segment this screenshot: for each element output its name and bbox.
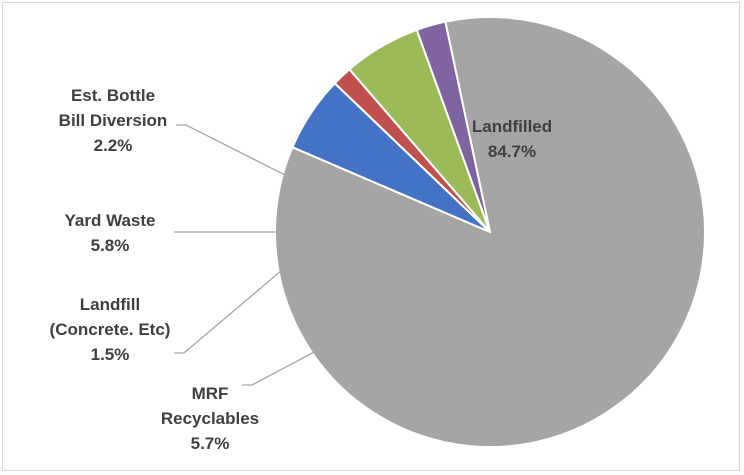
leader-line-2 (174, 269, 283, 354)
slice-label-4: Est. Bottle Bill Diversion 2.2% (59, 86, 168, 155)
slice-name-4: Est. Bottle (71, 86, 155, 105)
slice-value-1: 5.7% (191, 434, 230, 453)
slice-name-3: Yard Waste (64, 211, 155, 230)
slice-value-3: 5.8% (91, 236, 130, 255)
slice-name-4: Bill Diversion (59, 111, 168, 130)
slice-label-1: MRF Recyclables 5.7% (161, 384, 259, 453)
slice-name-2: (Concrete. Etc) (50, 320, 171, 339)
slice-name-0: Landfilled (472, 117, 552, 136)
leader-line-4 (176, 124, 286, 176)
slice-name-2: Landfill (80, 295, 140, 314)
slice-name-1: Recyclables (161, 409, 259, 428)
slice-label-2: Landfill (Concrete. Etc) 1.5% (50, 295, 171, 364)
slice-label-3: Yard Waste 5.8% (64, 211, 155, 255)
slice-value-0: 84.7% (488, 142, 536, 161)
pie-slice-4 (415, 20, 491, 233)
slice-value-2: 1.5% (91, 345, 130, 364)
slice-value-4: 2.2% (94, 136, 133, 155)
leader-line-1 (242, 349, 319, 386)
slice-label-0: Landfilled 84.7% (472, 117, 552, 161)
slice-name-1: MRF (192, 384, 229, 403)
